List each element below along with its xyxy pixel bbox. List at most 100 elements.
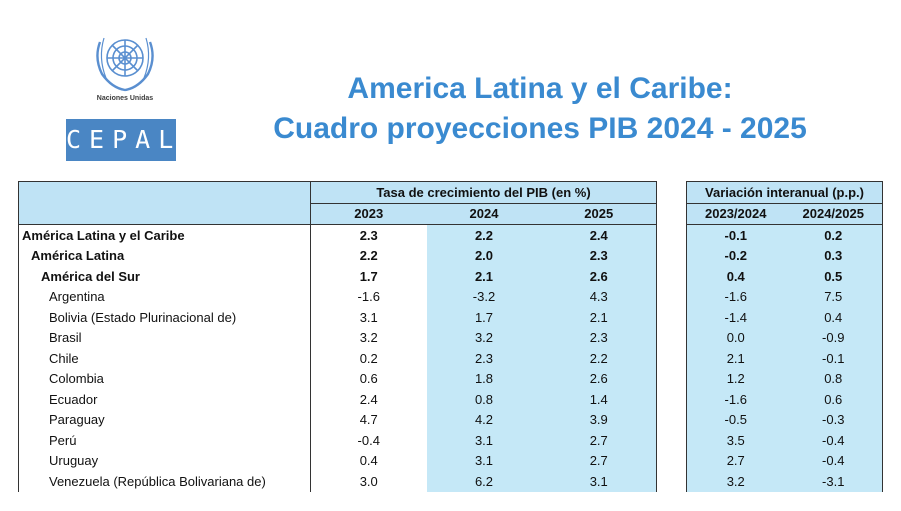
variation-value: 0.2 <box>784 224 883 246</box>
variation-value: 0.4 <box>784 307 883 328</box>
growth-value: -1.6 <box>357 289 380 305</box>
growth-value: 3.1 <box>359 309 378 325</box>
variation-value: 0.6 <box>784 389 883 410</box>
table-row: Bolivia (Estado Plurinacional de) 3.1 1.7 2… <box>18 307 657 328</box>
un-emblem-logo: Naciones Unidas <box>96 37 154 102</box>
table-row: -1.6 0.6 <box>686 389 883 410</box>
variation-value: 0.8 <box>784 368 883 389</box>
page-title-line1: America Latina y el Caribe: <box>347 72 733 105</box>
page-title-line2: Cuadro proyecciones PIB 2024 - 2025 <box>273 112 807 145</box>
variation-group-header: Variación interanual (p.p.) <box>686 181 883 204</box>
growth-value: 1.7 <box>426 307 542 328</box>
table-row: Brasil 3.2 3.2 2.3 <box>18 327 657 348</box>
growth-value: 0.2 <box>359 350 378 366</box>
table-row: América del Sur 1.7 2.1 2.6 <box>18 266 657 287</box>
table-row: Chile 0.2 2.3 2.2 <box>18 348 657 369</box>
country-name: Argentina <box>18 286 311 307</box>
table-row: -0.2 0.3 <box>686 245 883 266</box>
growth-value: 2.7 <box>541 450 657 471</box>
variation-value: -0.1 <box>784 348 883 369</box>
country-name: Uruguay <box>18 450 311 471</box>
table-row: 1.2 0.8 <box>686 368 883 389</box>
country-name: Brasil <box>18 327 311 348</box>
growth-value: 3.1 <box>426 450 542 471</box>
table-row: 3.5 -0.4 <box>686 430 883 451</box>
growth-value: 2.1 <box>426 266 542 287</box>
variation-value: 0.4 <box>686 266 785 287</box>
variation-value: -1.4 <box>686 307 785 328</box>
variation-value: 3.2 <box>686 471 785 492</box>
table-row: Paraguay 4.7 4.2 3.9 <box>18 409 657 430</box>
growth-col-header: 2025 <box>541 203 657 225</box>
growth-value: 3.2 <box>359 330 378 346</box>
growth-value: 2.3 <box>541 245 657 266</box>
variation-col-header: 2024/2025 <box>784 203 883 225</box>
growth-value: 2.4 <box>359 391 378 407</box>
growth-value: -3.2 <box>426 286 542 307</box>
table-row: 3.2 -3.1 <box>686 471 883 492</box>
table-row: Uruguay 0.4 3.1 2.7 <box>18 450 657 471</box>
variation-table: Variación interanual (p.p.) 2023/2024 2024… <box>686 181 883 492</box>
country-name: América Latina <box>18 245 311 266</box>
country-name: Perú <box>18 430 311 451</box>
variation-value: -0.4 <box>784 450 883 471</box>
growth-value: 2.0 <box>426 245 542 266</box>
growth-value: 3.1 <box>541 471 657 492</box>
growth-value: 3.9 <box>541 409 657 430</box>
growth-value: 1.7 <box>359 268 378 284</box>
country-name: Venezuela (República Bolivariana de) <box>18 471 311 492</box>
growth-col-header: 2024 <box>426 203 542 225</box>
table-row: -0.5 -0.3 <box>686 409 883 430</box>
variation-value: -3.1 <box>784 471 883 492</box>
country-name: Paraguay <box>18 409 311 430</box>
growth-value: 0.6 <box>359 371 378 387</box>
cepal-logo: CEPAL <box>66 119 176 161</box>
growth-value: 1.4 <box>541 389 657 410</box>
table-row: 0.0 -0.9 <box>686 327 883 348</box>
table-row: América Latina 2.2 2.0 2.3 <box>18 245 657 266</box>
country-name: Ecuador <box>18 389 311 410</box>
variation-value: 3.5 <box>686 430 785 451</box>
table-row: América Latina y el Caribe 2.3 2.2 2.4 <box>18 224 657 246</box>
variation-value: -0.4 <box>784 430 883 451</box>
growth-value: 2.7 <box>541 430 657 451</box>
variation-value: -0.5 <box>686 409 785 430</box>
table-row: -1.6 7.5 <box>686 286 883 307</box>
variation-value: -0.3 <box>784 409 883 430</box>
growth-value: 4.3 <box>541 286 657 307</box>
variation-value: -0.2 <box>686 245 785 266</box>
growth-value: 2.6 <box>541 368 657 389</box>
table-row: Ecuador 2.4 0.8 1.4 <box>18 389 657 410</box>
variation-value: 0.3 <box>784 245 883 266</box>
growth-value: 2.2 <box>541 348 657 369</box>
growth-value: 2.6 <box>541 266 657 287</box>
table-row: -0.1 0.2 <box>686 224 883 246</box>
growth-value: 0.8 <box>426 389 542 410</box>
table-row: 2.1 -0.1 <box>686 348 883 369</box>
growth-value: 3.1 <box>426 430 542 451</box>
variation-value: 2.7 <box>686 450 785 471</box>
growth-value: 2.1 <box>541 307 657 328</box>
row-header-empty <box>18 181 311 225</box>
growth-value: 2.2 <box>426 224 542 246</box>
variation-value: -0.1 <box>686 224 785 246</box>
table-row: Argentina -1.6 -3.2 4.3 <box>18 286 657 307</box>
growth-col-header: 2023 <box>310 203 427 225</box>
growth-value: 1.8 <box>426 368 542 389</box>
growth-value: 2.3 <box>426 348 542 369</box>
table-row: Perú -0.4 3.1 2.7 <box>18 430 657 451</box>
growth-group-header: Tasa de crecimiento del PIB (en %) <box>310 181 657 204</box>
table-row: Venezuela (República Bolivariana de) 3.0 6… <box>18 471 657 492</box>
growth-value: 3.2 <box>426 327 542 348</box>
country-name: Bolivia (Estado Plurinacional de) <box>18 307 311 328</box>
variation-col-header: 2023/2024 <box>686 203 785 225</box>
gdp-growth-table: Tasa de crecimiento del PIB (en %) 2023 20… <box>18 181 657 492</box>
variation-value: -1.6 <box>686 286 785 307</box>
table-row: 2.7 -0.4 <box>686 450 883 471</box>
variation-value: 0.0 <box>686 327 785 348</box>
variation-value: 1.2 <box>686 368 785 389</box>
table-row: Colombia 0.6 1.8 2.6 <box>18 368 657 389</box>
country-name: Chile <box>18 348 311 369</box>
country-name: América del Sur <box>18 266 311 287</box>
table-row: -1.4 0.4 <box>686 307 883 328</box>
